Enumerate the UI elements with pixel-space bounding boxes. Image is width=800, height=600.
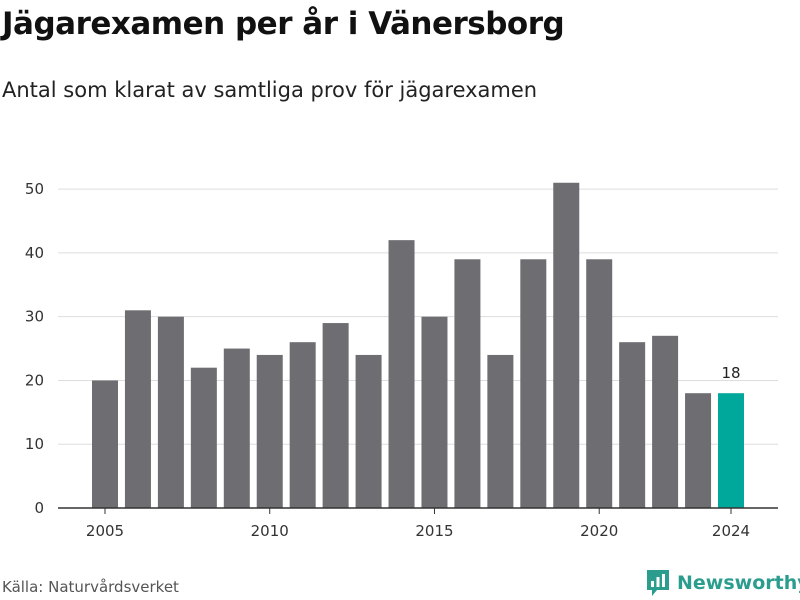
chart-title: Jägarexamen per år i Vänersborg (2, 6, 565, 42)
bar (487, 354, 514, 508)
bar (289, 342, 316, 508)
bar (190, 367, 217, 508)
bar (322, 323, 349, 508)
brand-name: Newsworthy (677, 572, 800, 594)
bar (223, 348, 250, 508)
bar (454, 259, 481, 508)
source-note: Källa: Naturvårdsverket (2, 578, 179, 596)
y-tick-label: 50 (25, 180, 44, 198)
bar (553, 182, 580, 509)
brand-logo[interactable]: Newsworthy (645, 568, 800, 598)
bar (388, 240, 415, 508)
newsworthy-logo-icon (647, 570, 669, 596)
bar-highlight (718, 393, 744, 508)
y-tick-label: 0 (34, 499, 44, 517)
y-tick-label: 10 (25, 435, 44, 453)
bar (586, 259, 613, 508)
bar (652, 335, 679, 508)
bar (92, 380, 118, 508)
bar (520, 259, 547, 508)
bar-chart: 0 10 20 30 40 50 2005 2010 2015 2020 2024 18 (25, 180, 778, 540)
bar (157, 316, 184, 508)
x-tick-label: 2005 (86, 522, 124, 540)
bar (619, 342, 646, 508)
bars (92, 182, 744, 509)
bar-value-label: 18 (721, 364, 740, 382)
chart-subtitle: Antal som klarat av samtliga prov för jä… (2, 78, 538, 102)
x-tick-label: 2010 (251, 522, 289, 540)
y-tick-label: 30 (25, 308, 44, 326)
x-tick-label: 2024 (712, 522, 750, 540)
bar (256, 354, 283, 508)
x-tick-label: 2015 (415, 522, 453, 540)
bar (355, 354, 382, 508)
bar (421, 316, 448, 508)
y-tick-label: 20 (25, 371, 44, 389)
y-tick-label: 40 (25, 244, 44, 262)
x-tick-label: 2020 (580, 522, 618, 540)
axes (58, 507, 778, 514)
bar (124, 310, 151, 508)
labels: 0 10 20 30 40 50 2005 2010 2015 2020 2024 18 (25, 180, 750, 540)
bar (685, 393, 712, 508)
